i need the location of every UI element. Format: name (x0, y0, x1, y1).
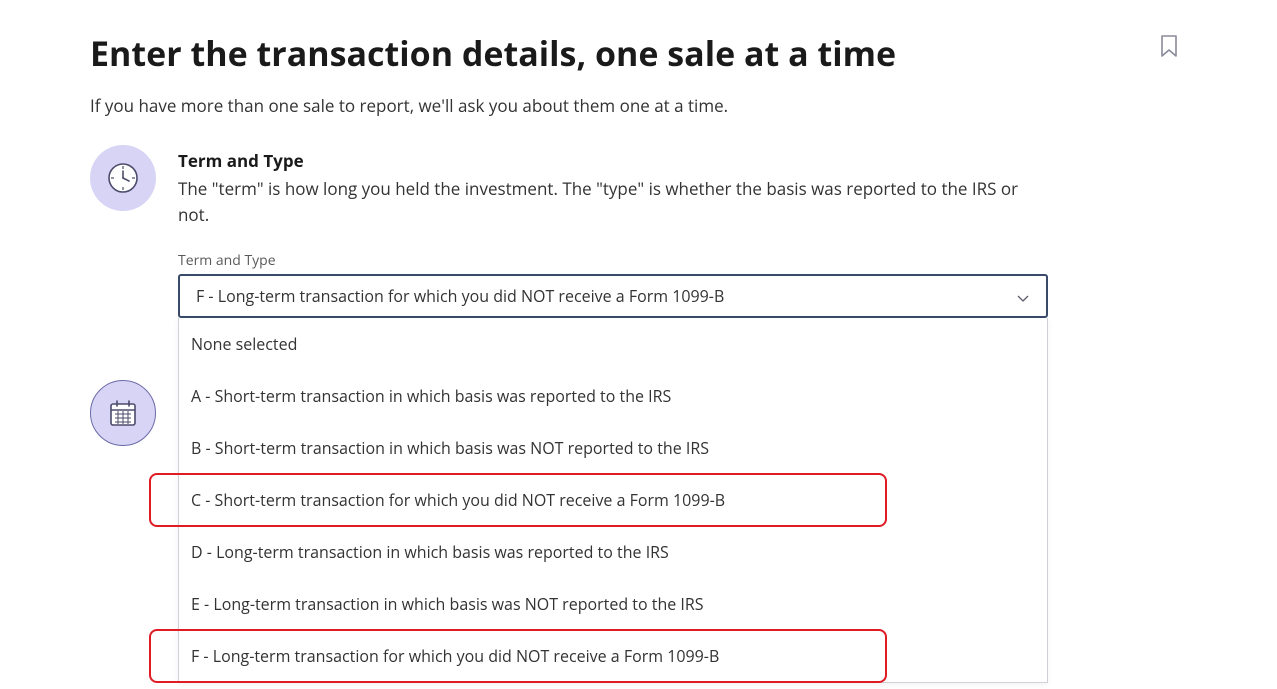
term-type-option[interactable]: C - Short-term transaction for which you… (179, 474, 1047, 526)
term-type-option[interactable]: F - Long-term transaction for which you … (179, 630, 1047, 682)
page-subtitle: If you have more than one sale to report… (90, 94, 1187, 117)
term-type-option-label: E - Long-term transaction in which basis… (191, 593, 704, 615)
calendar-icon (90, 380, 156, 446)
term-type-option-label: C - Short-term transaction for which you… (191, 489, 725, 511)
page-title: Enter the transaction details, one sale … (90, 30, 896, 76)
term-type-option-label: A - Short-term transaction in which basi… (191, 385, 671, 407)
term-type-option[interactable]: A - Short-term transaction in which basi… (179, 370, 1047, 422)
clock-icon (90, 145, 156, 211)
term-type-description: The "term" is how long you held the inve… (178, 176, 1048, 229)
term-type-option[interactable]: E - Long-term transaction in which basis… (179, 578, 1047, 630)
chevron-down-icon (1016, 289, 1030, 303)
term-type-option-label: B - Short-term transaction in which basi… (191, 437, 709, 459)
term-type-select-trigger[interactable]: F - Long-term transaction for which you … (178, 274, 1048, 318)
term-type-option[interactable]: B - Short-term transaction in which basi… (179, 422, 1047, 474)
term-type-select-value: F - Long-term transaction for which you … (196, 285, 724, 307)
term-type-option-label: None selected (191, 333, 297, 355)
term-type-options-list: None selected A - Short-term transaction … (178, 318, 1048, 683)
term-type-option[interactable]: D - Long-term transaction in which basis… (179, 526, 1047, 578)
bookmark-icon[interactable] (1159, 34, 1179, 63)
term-type-field-label: Term and Type (178, 251, 1048, 270)
term-type-select[interactable]: F - Long-term transaction for which you … (178, 274, 1048, 683)
term-type-option-label: D - Long-term transaction in which basis… (191, 541, 669, 563)
term-type-heading: Term and Type (178, 149, 1048, 172)
term-type-option[interactable]: None selected (179, 318, 1047, 370)
term-type-option-label: F - Long-term transaction for which you … (191, 645, 719, 667)
